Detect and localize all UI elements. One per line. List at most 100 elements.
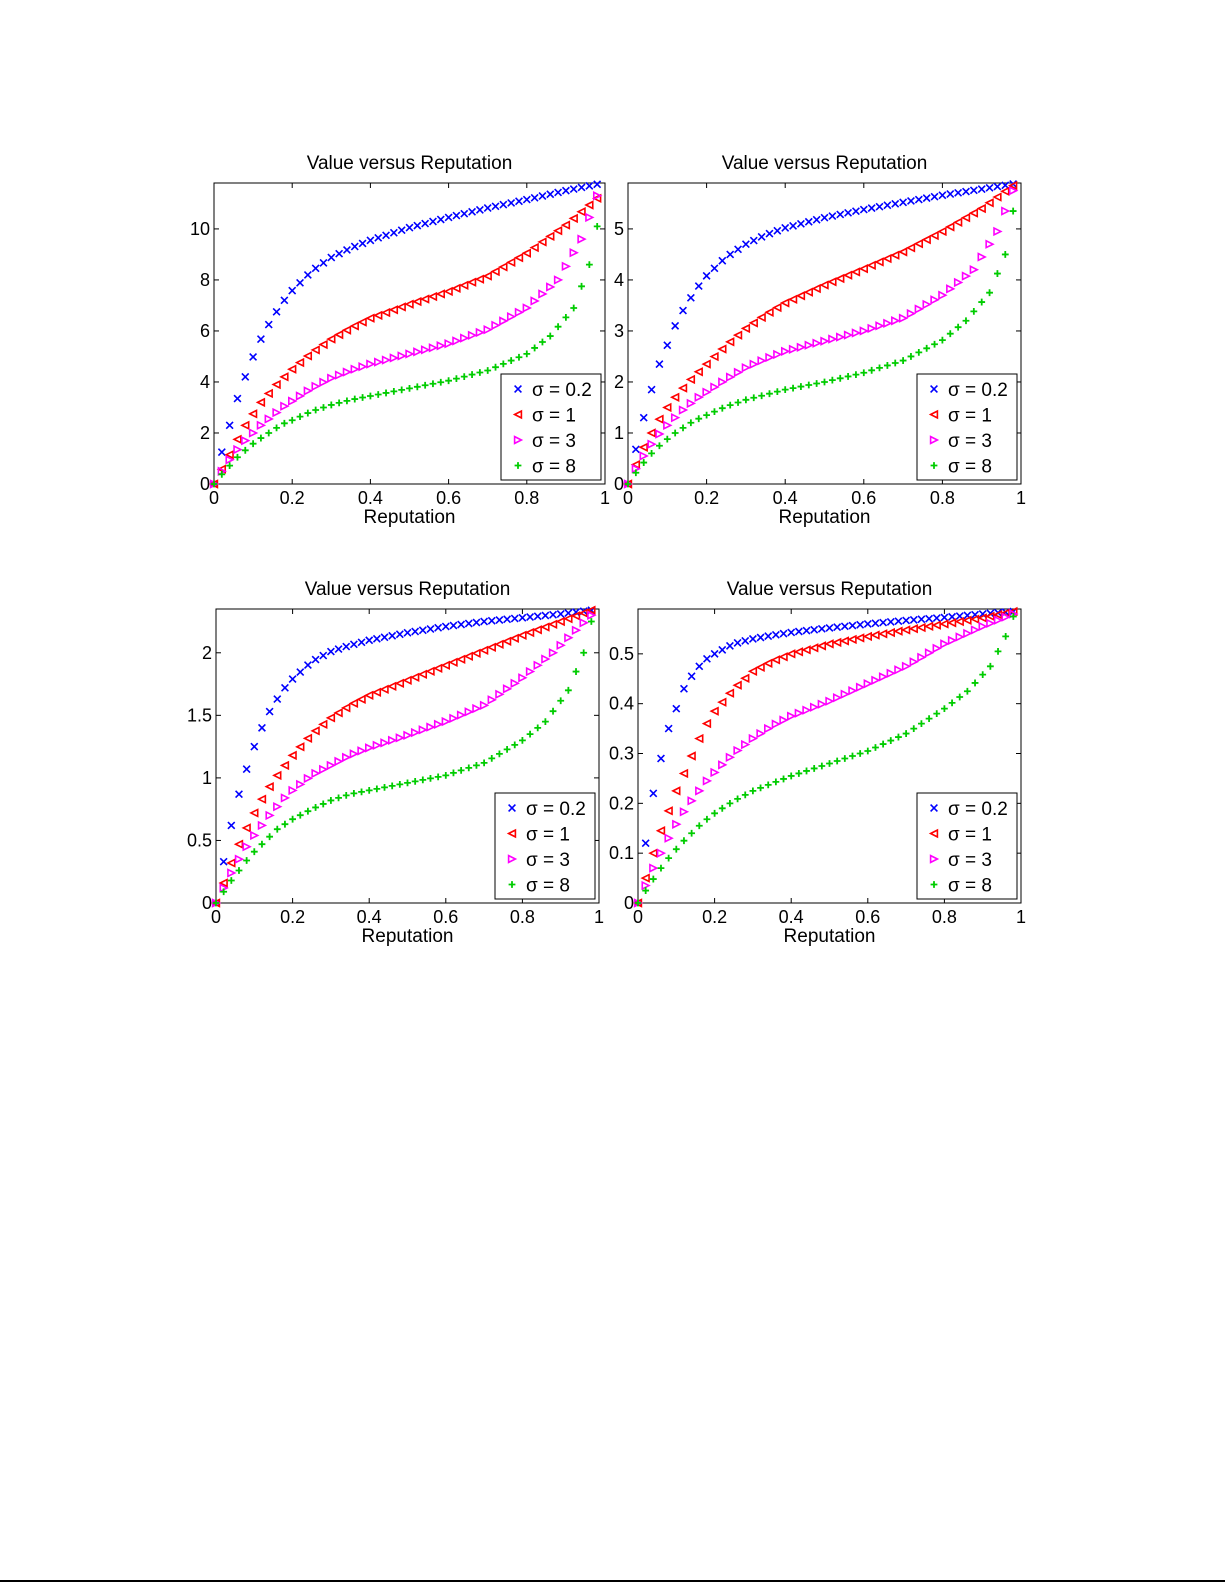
data-point xyxy=(686,398,697,409)
data-point xyxy=(870,630,880,640)
data-point xyxy=(288,675,297,684)
data-point xyxy=(670,412,681,423)
data-point xyxy=(638,442,648,452)
data-point xyxy=(457,766,465,774)
data-point xyxy=(358,239,367,248)
data-point xyxy=(563,614,573,624)
data-point xyxy=(242,765,251,774)
y-tick-label: 0.2 xyxy=(609,793,634,813)
data-point xyxy=(828,212,837,221)
data-point xyxy=(687,672,696,681)
data-point xyxy=(350,364,360,374)
data-point xyxy=(883,201,892,210)
data-point xyxy=(786,711,797,721)
data-point xyxy=(695,822,703,830)
data-point xyxy=(263,388,273,399)
data-point xyxy=(810,625,819,634)
x-tick-label: 0.2 xyxy=(280,907,305,927)
data-point xyxy=(319,258,328,267)
data-point xyxy=(220,888,228,896)
data-point xyxy=(802,705,812,715)
y-tick-label: 2 xyxy=(200,423,210,443)
data-point xyxy=(522,303,532,313)
data-point xyxy=(492,363,499,371)
data-point xyxy=(272,307,281,316)
x-tick-label: 0.6 xyxy=(436,488,461,508)
data-point xyxy=(418,725,429,735)
data-point xyxy=(802,626,811,635)
data-point xyxy=(381,355,392,365)
data-point xyxy=(467,330,478,340)
data-point xyxy=(374,357,384,367)
data-point xyxy=(272,770,282,781)
data-point xyxy=(925,715,933,723)
data-point xyxy=(367,392,374,400)
data-point xyxy=(460,373,468,381)
data-point xyxy=(851,328,862,338)
data-point xyxy=(468,207,477,216)
data-point xyxy=(672,845,680,853)
data-point xyxy=(894,665,904,675)
data-point xyxy=(747,666,758,676)
chart-panel-4: Value versus Reputation 0 0.2 0.4 0.6 0.8 1 0 0.… xyxy=(609,579,1026,947)
data-point xyxy=(494,639,504,649)
series-1 xyxy=(210,180,602,488)
y-tick-label: 0.4 xyxy=(609,694,634,714)
data-point xyxy=(876,364,883,372)
data-point xyxy=(796,219,805,228)
data-point xyxy=(679,807,690,817)
legend-entry: σ = 1 xyxy=(948,825,992,846)
legend-marker xyxy=(506,828,517,839)
data-point xyxy=(426,722,436,732)
y-tick-label: 3 xyxy=(614,321,624,341)
data-point xyxy=(411,627,420,636)
data-point xyxy=(786,649,796,659)
data-point xyxy=(871,619,880,628)
data-point xyxy=(748,634,757,643)
data-point xyxy=(365,313,375,323)
data-point xyxy=(227,868,237,878)
series-4 xyxy=(624,207,1017,488)
data-point xyxy=(831,637,842,648)
data-point xyxy=(875,202,884,211)
data-point xyxy=(1007,180,1018,191)
data-point xyxy=(956,693,964,701)
legend-marker xyxy=(929,854,940,864)
x-tick-label: 0.8 xyxy=(510,907,535,927)
data-point xyxy=(326,760,337,771)
data-point xyxy=(265,810,275,821)
data-point xyxy=(390,388,398,395)
plot-frame xyxy=(213,182,606,485)
data-point xyxy=(366,359,376,369)
data-point xyxy=(917,615,926,624)
data-point xyxy=(732,680,742,690)
data-point xyxy=(891,316,901,326)
data-point xyxy=(256,794,267,804)
data-point xyxy=(538,192,547,200)
data-point xyxy=(718,377,728,387)
x-tick-label: 0.8 xyxy=(514,488,539,508)
data-point xyxy=(427,291,438,302)
data-point xyxy=(358,788,365,796)
data-point xyxy=(725,752,736,762)
data-point xyxy=(938,191,947,200)
data-point xyxy=(755,662,765,672)
data-point xyxy=(476,369,484,376)
data-point xyxy=(899,198,908,207)
data-point xyxy=(787,628,796,637)
data-point xyxy=(412,296,422,307)
legend-entry: σ = 3 xyxy=(948,850,992,871)
data-point xyxy=(518,673,528,683)
data-point xyxy=(963,628,973,639)
data-point xyxy=(850,267,861,277)
data-point xyxy=(210,480,218,488)
data-point xyxy=(564,686,572,694)
data-point xyxy=(833,623,842,632)
data-point xyxy=(250,830,260,841)
y-tick-label: 4 xyxy=(200,372,210,392)
data-point xyxy=(483,324,493,335)
data-point xyxy=(891,199,900,208)
data-point xyxy=(718,256,727,265)
data-point xyxy=(466,277,477,287)
legend-marker xyxy=(928,409,939,420)
